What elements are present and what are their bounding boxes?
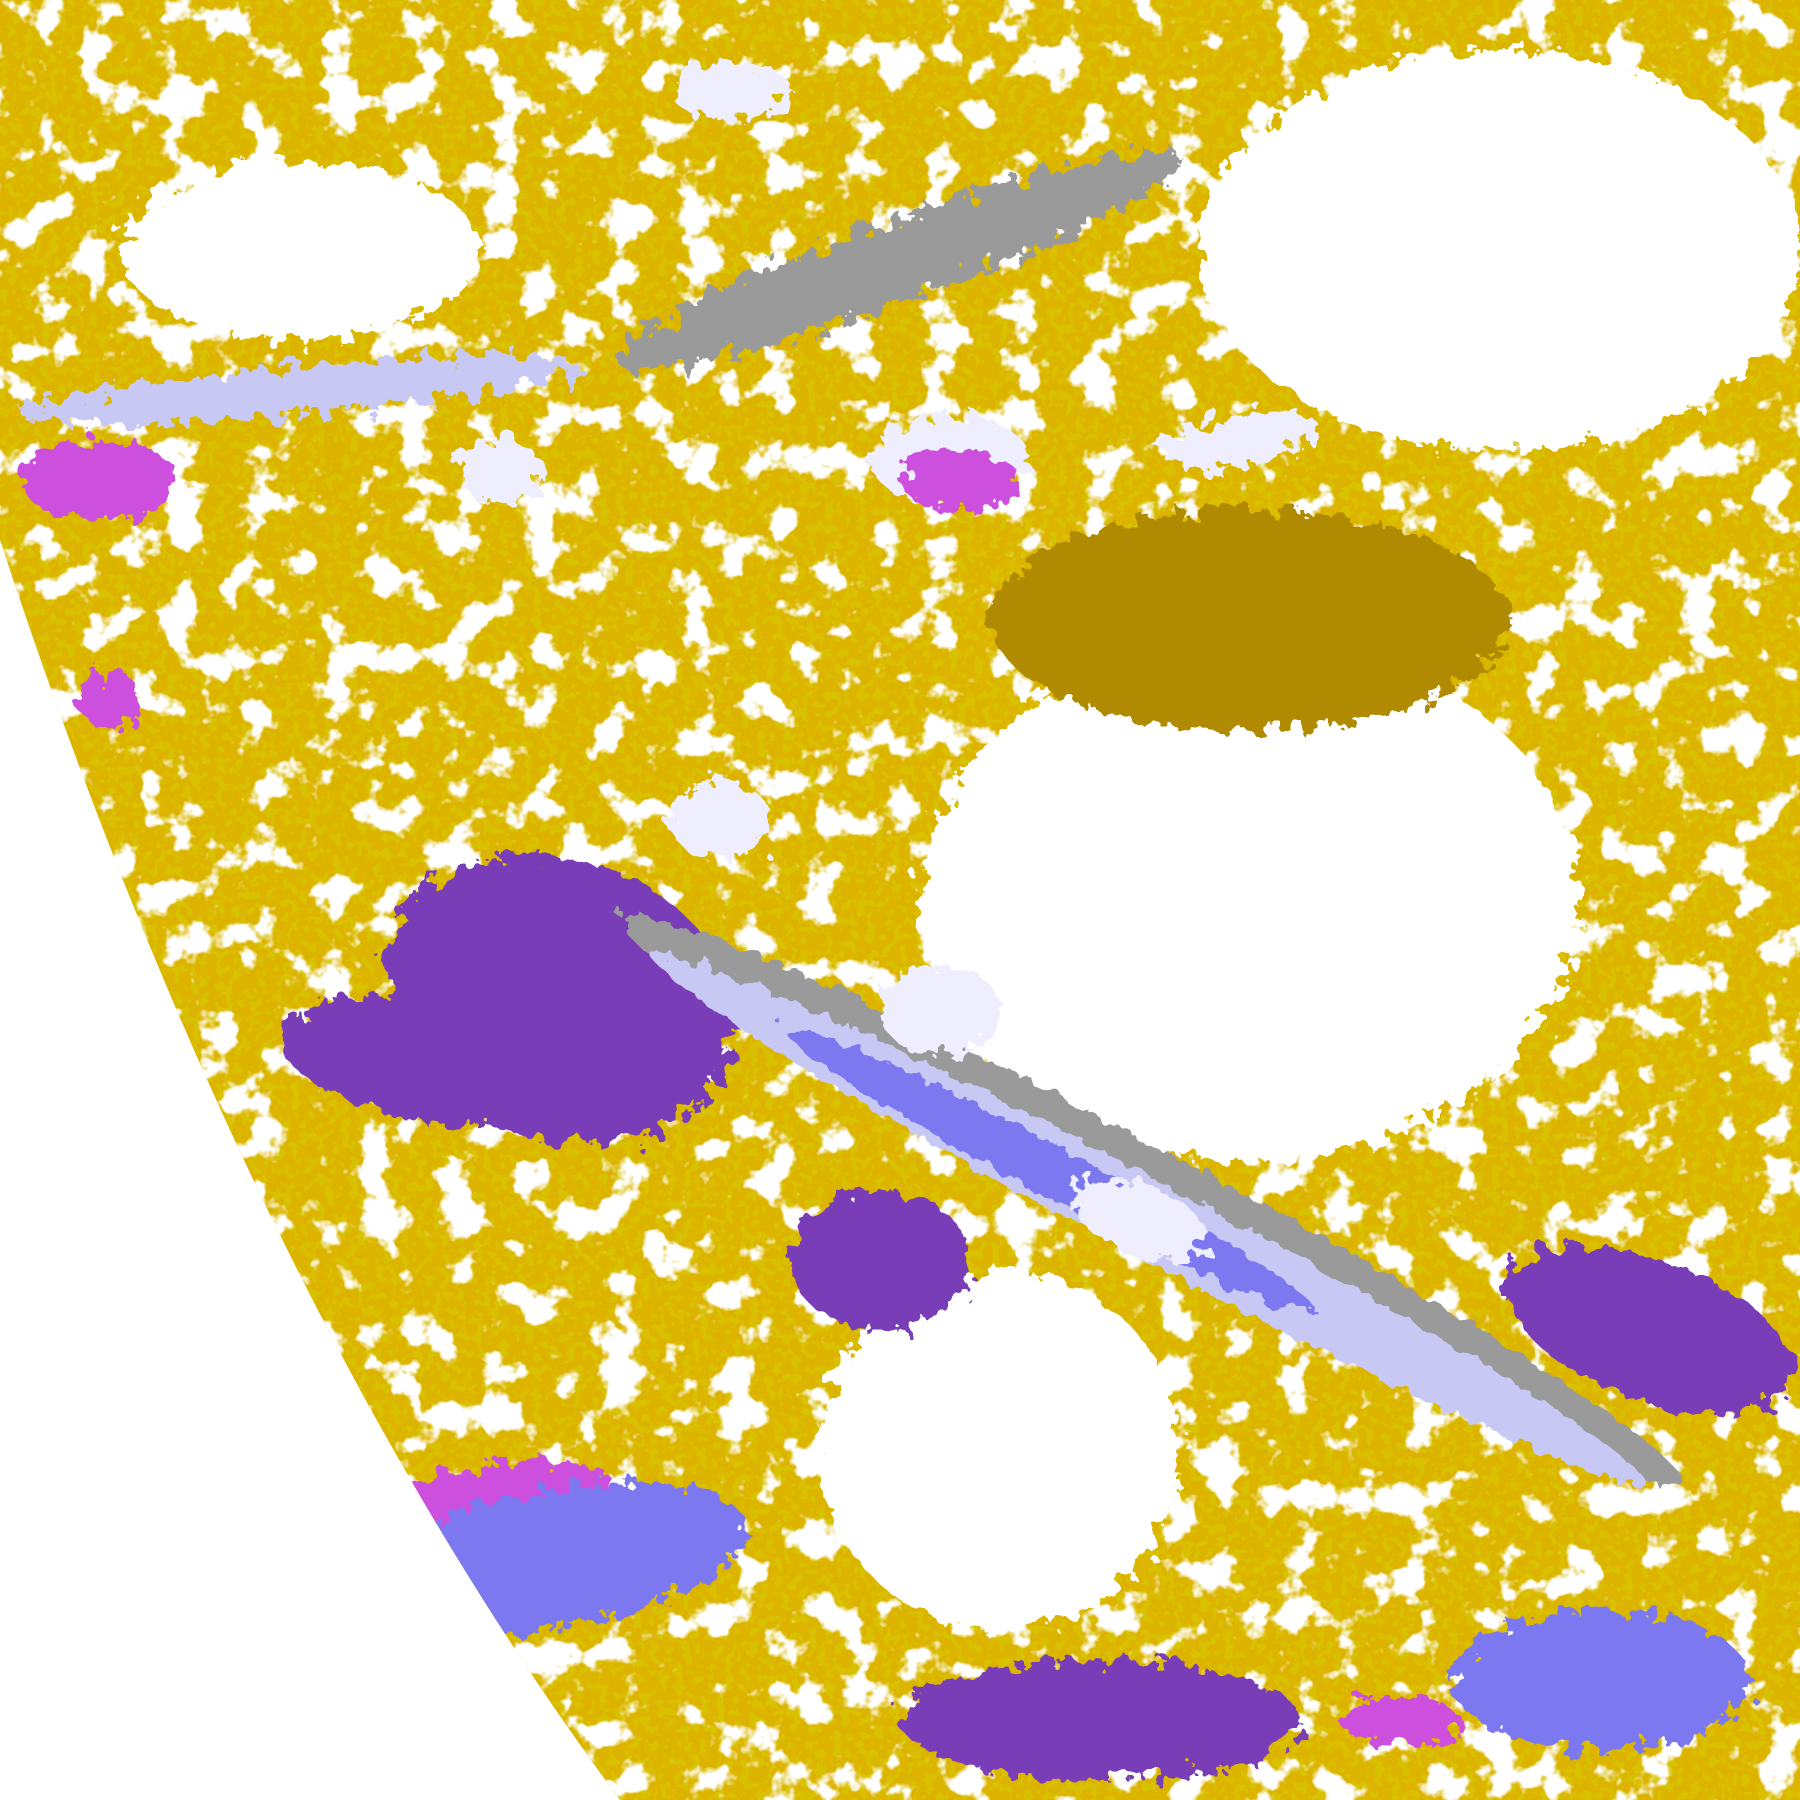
lavender-chain-west — [21, 355, 579, 425]
bright-cloud-4 — [460, 435, 540, 505]
dark-gold-mass — [990, 510, 1510, 730]
purple-band — [281, 996, 559, 1124]
purple-patch-south — [790, 1190, 970, 1330]
bright-cloud-5 — [670, 60, 790, 120]
clear-region-ne — [1200, 50, 1800, 450]
bright-cloud-1 — [880, 965, 1000, 1055]
bright-cloud-7 — [1161, 411, 1319, 469]
gray-band-north — [617, 150, 1183, 370]
purple-patch-se — [1507, 1246, 1793, 1414]
magenta-spot — [80, 670, 140, 730]
clear-region-south — [820, 1270, 1180, 1630]
magenta-patch-se — [1340, 1695, 1460, 1745]
magenta-patch-1 — [900, 450, 1020, 510]
cloud-regions — [20, 50, 1800, 1780]
periwinkle-patch-se — [1450, 1610, 1750, 1750]
purple-patch-bottom — [900, 1660, 1300, 1780]
bright-cloud-3 — [670, 780, 770, 860]
clear-region-center — [920, 640, 1580, 1160]
magenta-patch-west — [20, 440, 180, 520]
clear-region-nw — [120, 160, 480, 340]
bright-cloud-2 — [1073, 1179, 1207, 1261]
